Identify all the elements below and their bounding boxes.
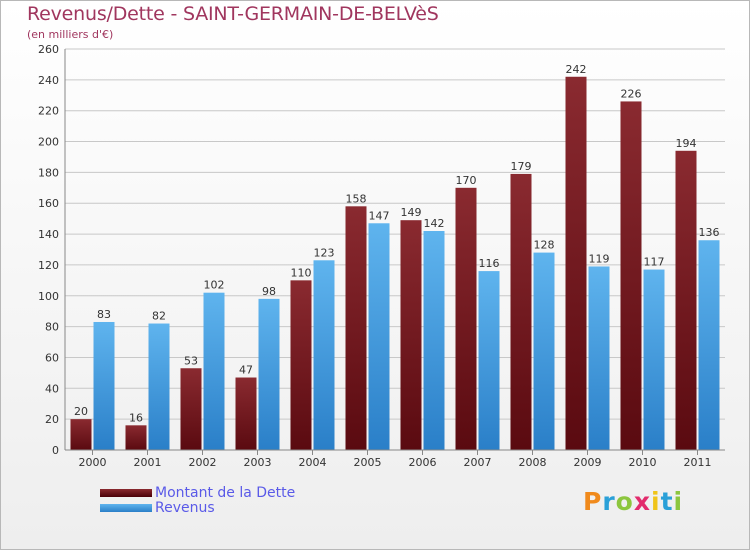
logo-letter: P [583, 487, 603, 516]
legend-swatch-dette [100, 489, 152, 497]
y-tick-label: 80 [45, 321, 59, 334]
bar-revenus [313, 260, 335, 450]
data-label-montant-de-la-dette: 16 [129, 411, 143, 424]
data-label-montant-de-la-dette: 179 [511, 160, 532, 173]
y-tick-label: 60 [45, 351, 59, 364]
bar-revenus [533, 252, 555, 450]
bar-montant-de-la-dette [510, 173, 532, 450]
data-label-revenus: 142 [424, 217, 445, 230]
logo-letter: i [673, 487, 684, 516]
data-label-montant-de-la-dette: 158 [346, 192, 367, 205]
logo-letter: i [651, 487, 661, 516]
data-label-montant-de-la-dette: 194 [676, 137, 697, 150]
bar-revenus [203, 292, 225, 450]
data-label-montant-de-la-dette: 149 [401, 206, 422, 219]
bar-revenus [423, 230, 445, 450]
grid-lines [65, 48, 725, 451]
y-axis: 0 20 40 60 80 100 120 140 160 180 200 220 240 260 [38, 43, 66, 457]
data-label-revenus: 128 [534, 239, 555, 252]
bar-montant-de-la-dette [345, 206, 367, 450]
x-tick-label: 2008 [519, 456, 547, 469]
x-tick-label: 2004 [299, 456, 327, 469]
y-tick-label: 240 [38, 74, 59, 87]
y-tick-label: 200 [38, 136, 59, 149]
legend-swatch-revenus [100, 504, 152, 512]
logo-letter: o [615, 487, 634, 516]
logo-letter: x [633, 487, 651, 516]
data-label-revenus: 119 [589, 252, 610, 265]
x-tick-label: 2009 [574, 456, 602, 469]
y-tick-label: 40 [45, 382, 59, 395]
bar-revenus [258, 298, 280, 450]
y-tick-label: 20 [45, 413, 59, 426]
data-label-montant-de-la-dette: 53 [184, 354, 198, 367]
data-label-revenus: 136 [699, 226, 720, 239]
data-label-revenus: 117 [644, 256, 665, 269]
data-label-revenus: 147 [369, 209, 390, 222]
legend-label-revenus: Revenus [155, 500, 215, 516]
data-label-montant-de-la-dette: 110 [291, 266, 312, 279]
proxiti-logo: Proxiti [583, 487, 683, 516]
bar-montant-de-la-dette [620, 101, 642, 450]
bar-revenus [698, 240, 720, 450]
y-tick-label: 100 [38, 290, 59, 303]
bar-montant-de-la-dette [290, 280, 312, 450]
legend-item-dette: Montant de la Dette [100, 485, 420, 501]
bar-revenus [148, 323, 170, 450]
data-label-revenus: 102 [204, 279, 225, 292]
bar-montant-de-la-dette [70, 419, 92, 450]
y-tick-label: 260 [38, 43, 59, 56]
logo-letter: t [660, 487, 674, 516]
x-tick-label: 2001 [134, 456, 162, 469]
bar-montant-de-la-dette [675, 150, 697, 451]
y-tick-label: 120 [38, 259, 59, 272]
data-label-revenus: 98 [262, 285, 276, 298]
data-label-montant-de-la-dette: 226 [621, 87, 642, 100]
legend: Montant de la Dette Revenus [100, 485, 420, 516]
bar-montant-de-la-dette [180, 368, 202, 450]
x-axis: 2000 2001 2002 2003 2004 2005 2006 2007 2008 2009… [65, 449, 725, 469]
bar-revenus [368, 223, 390, 450]
bar-montant-de-la-dette [565, 76, 587, 450]
bar-revenus [643, 269, 665, 450]
y-tick-label: 180 [38, 166, 59, 179]
data-label-revenus: 82 [152, 310, 166, 323]
chart-subtitle: (en milliers d'€) [27, 28, 114, 41]
y-tick-label: 220 [38, 105, 59, 118]
data-label-revenus: 83 [97, 308, 111, 321]
legend-item-revenus: Revenus [100, 500, 420, 516]
y-tick-label: 140 [38, 228, 59, 241]
chart-title: Revenus/Dette - SAINT-GERMAIN-DE-BELVèS [27, 3, 439, 25]
x-tick-label: 2003 [244, 456, 272, 469]
data-label-montant-de-la-dette: 170 [456, 174, 477, 187]
y-tick-label: 160 [38, 197, 59, 210]
x-tick-label: 2002 [189, 456, 217, 469]
bar-montant-de-la-dette [455, 187, 477, 451]
y-tick-label: 0 [52, 444, 59, 457]
x-tick-label: 2000 [79, 456, 107, 469]
legend-label-dette: Montant de la Dette [155, 485, 296, 501]
data-label-montant-de-la-dette: 20 [74, 405, 88, 418]
x-tick-label: 2005 [354, 456, 382, 469]
bar-revenus [93, 321, 115, 450]
logo-letter: r [602, 487, 616, 516]
bar-montant-de-la-dette [125, 425, 147, 450]
x-tick-label: 2006 [409, 456, 437, 469]
data-label-revenus: 123 [314, 246, 335, 259]
bar-montant-de-la-dette [235, 377, 257, 450]
x-tick-label: 2010 [629, 456, 657, 469]
x-tick-label: 2007 [464, 456, 492, 469]
data-label-revenus: 116 [479, 257, 500, 270]
bar-montant-de-la-dette [400, 220, 422, 450]
data-label-montant-de-la-dette: 47 [239, 364, 253, 377]
bar-revenus [588, 266, 610, 450]
bar-revenus [478, 271, 500, 450]
x-tick-label: 2011 [684, 456, 712, 469]
data-label-montant-de-la-dette: 242 [566, 63, 587, 76]
